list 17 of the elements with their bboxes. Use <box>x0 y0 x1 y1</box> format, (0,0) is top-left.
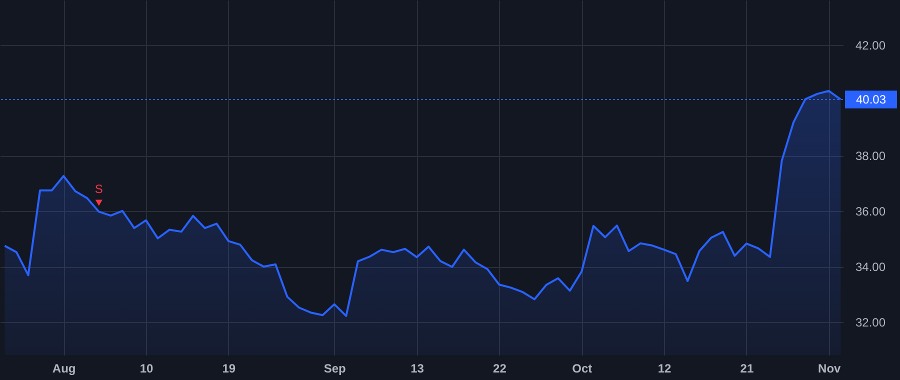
y-tick-label: 34.00 <box>856 260 886 274</box>
x-tick-label: 22 <box>493 362 507 376</box>
x-tick-label: Nov <box>818 362 842 376</box>
ref-line-label: 40.03 <box>856 92 886 106</box>
x-tick-label: Aug <box>52 362 76 376</box>
x-tick-label: 10 <box>140 362 154 376</box>
y-tick-label: 42.00 <box>856 38 886 52</box>
x-tick-label: 13 <box>410 362 424 376</box>
x-tick-label: 19 <box>222 362 236 376</box>
x-tick-label: 12 <box>658 362 672 376</box>
x-tick-label: Sep <box>324 362 346 376</box>
x-tick-label: 21 <box>740 362 754 376</box>
y-tick-label: 32.00 <box>856 316 886 330</box>
x-tick-label: Oct <box>572 362 592 376</box>
y-tick-label: 36.00 <box>856 204 886 219</box>
series-label: S <box>94 182 103 196</box>
y-tick-label: 38.00 <box>856 149 886 164</box>
